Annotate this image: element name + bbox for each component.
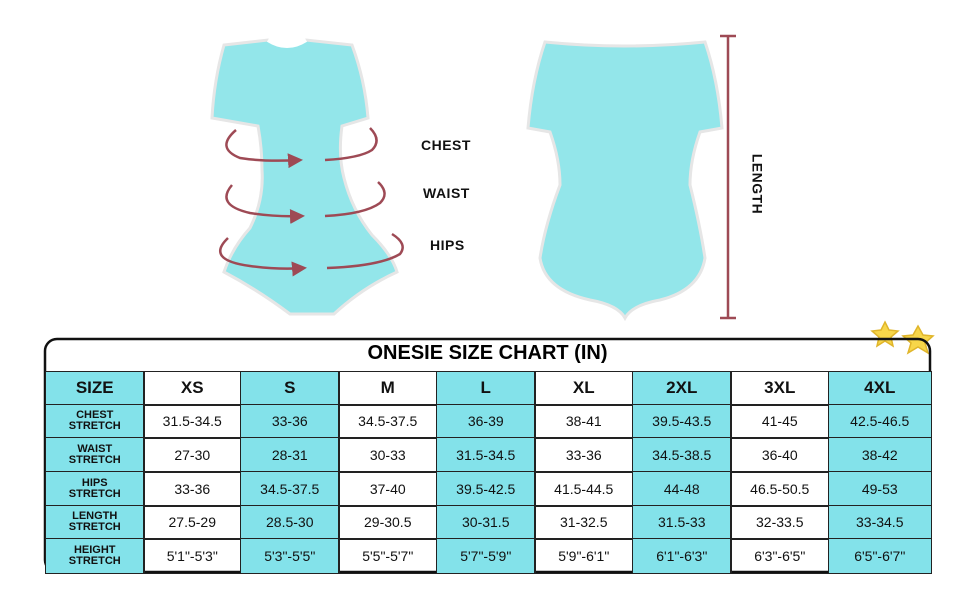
arrows [219,127,404,277]
size-value: 5'1"-5'3" [143,538,242,574]
size-value: 38-41 [534,404,634,439]
header-cell: XS [143,371,242,406]
size-value: 39.5-42.5 [436,471,536,507]
size-value: 34.5-37.5 [240,471,340,507]
header-cell: 3XL [730,371,830,406]
size-value: 6'3"-6'5" [730,538,830,574]
size-value: 33-36 [143,471,242,507]
onesie-back [526,40,724,322]
size-value: 28-31 [240,437,340,473]
row-label: WAIST STRETCH [45,437,145,473]
size-value: 39.5-43.5 [632,404,732,439]
size-value: 36-40 [730,437,830,473]
size-value: 37-40 [338,471,438,507]
header-cell: 2XL [632,371,732,406]
size-value: 41-45 [730,404,830,439]
size-value: 31-32.5 [534,505,634,540]
row-label: CHEST STRETCH [45,404,145,439]
size-value: 42.5-46.5 [828,404,932,439]
table-title: ONESIE SIZE CHART (IN) [367,342,608,364]
length-indicator [720,34,736,320]
size-value: 27.5-29 [143,505,242,540]
row-label: LENGTH STRETCH [45,505,145,540]
size-value: 6'1"-6'3" [632,538,732,574]
waist-label: WAIST [423,185,470,201]
header-cell: XL [534,371,634,406]
size-value: 32-33.5 [730,505,830,540]
size-value: 31.5-33 [632,505,732,540]
size-value: 33-34.5 [828,505,932,540]
size-value: 34.5-38.5 [632,437,732,473]
size-value: 27-30 [143,437,242,473]
size-value: 5'7"-5'9" [436,538,536,574]
size-value: 38-42 [828,437,932,473]
chest-label: CHEST [421,137,471,153]
size-value: 41.5-44.5 [534,471,634,507]
header-cell: 4XL [828,371,932,406]
size-value: 33-36 [534,437,634,473]
size-value: 29-30.5 [338,505,438,540]
row-label: HIPS STRETCH [45,471,145,507]
length-label: LENGTH [749,153,766,215]
onesie-front [210,38,399,316]
size-value: 31.5-34.5 [143,404,242,439]
size-value: 30-33 [338,437,438,473]
header-cell: S [240,371,340,406]
size-value: 5'5"-5'7" [338,538,438,574]
header-cell: SIZE [45,371,145,406]
size-value: 5'9"-6'1" [534,538,634,574]
size-value: 44-48 [632,471,732,507]
size-value: 6'5"-6'7" [828,538,932,574]
size-value: 49-53 [828,471,932,507]
size-value: 33-36 [240,404,340,439]
size-value: 46.5-50.5 [730,471,830,507]
row-label: HEIGHT STRETCH [45,538,145,574]
hips-label: HIPS [430,237,465,253]
size-value: 28.5-30 [240,505,340,540]
header-cell: L [436,371,536,406]
size-value: 5'3"-5'5" [240,538,340,574]
size-value: 30-31.5 [436,505,536,540]
size-value: 36-39 [436,404,536,439]
size-value: 34.5-37.5 [338,404,438,439]
header-cell: M [338,371,438,406]
size-value: 31.5-34.5 [436,437,536,473]
